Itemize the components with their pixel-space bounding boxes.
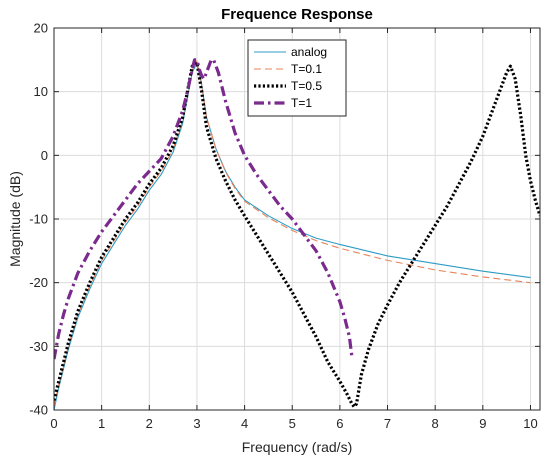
x-tick-label: 5	[289, 416, 296, 431]
legend-label: T=0.5	[291, 79, 322, 93]
x-tick-label: 1	[98, 416, 105, 431]
y-tick-label: -30	[29, 339, 48, 354]
x-axis-label: Frequency (rad/s)	[242, 439, 352, 455]
x-tick-label: 4	[241, 416, 248, 431]
x-tick-label: 8	[432, 416, 439, 431]
x-tick-label: 10	[523, 416, 537, 431]
x-tick-label: 0	[50, 416, 57, 431]
series-line-t-0-5	[54, 60, 540, 409]
x-tick-label: 3	[193, 416, 200, 431]
legend: analog T=0.1 T=0.5 T=1	[247, 39, 347, 117]
y-tick-label: -20	[29, 275, 48, 290]
x-tick-label: 2	[146, 416, 153, 431]
x-tick-label: 6	[336, 416, 343, 431]
x-tick-label: 7	[384, 416, 391, 431]
y-tick-label: 20	[34, 21, 48, 36]
y-axis-label: Magnitude (dB)	[7, 171, 23, 267]
y-tick-label: 0	[41, 148, 48, 163]
legend-label: T=0.1	[291, 62, 322, 76]
legend-label: T=1	[291, 96, 312, 110]
x-tick-label: 9	[479, 416, 486, 431]
legend-box	[247, 39, 347, 117]
y-tick-label: 10	[34, 84, 48, 99]
legend-label: analog	[291, 45, 327, 59]
y-tick-label: -10	[29, 212, 48, 227]
axis-ticks: 0 1 2 3 4 5 6 7 8 9 10 -40 -30 -20 -10 0 10 20	[29, 21, 540, 431]
chart-title: Frequence Response	[221, 6, 373, 23]
series-lines	[54, 58, 540, 410]
series-line-t-1	[54, 58, 354, 360]
y-tick-label: -40	[29, 403, 48, 418]
